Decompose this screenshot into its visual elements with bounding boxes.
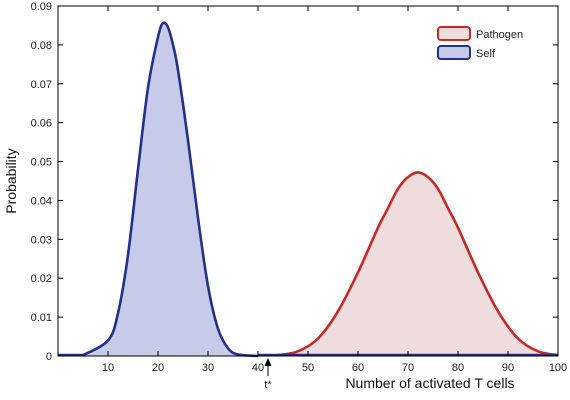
t-star-arrowhead xyxy=(264,358,272,366)
x-tick-label: 10 xyxy=(102,362,114,374)
pathogen-legend-swatch xyxy=(437,26,471,41)
self-area xyxy=(83,22,258,357)
axes: 10 20 30 40 50 60 70 80 90 100 0 0.01 0.02 0.03 0.04 0.… xyxy=(31,1,568,391)
pathogen-curve xyxy=(277,171,559,357)
self-legend-swatch xyxy=(437,45,471,60)
x-tick-label: 40 xyxy=(252,362,264,374)
y-tick-label: 0.08 xyxy=(31,40,52,52)
self-curve xyxy=(82,21,259,358)
y-tick-label: 0.06 xyxy=(31,118,52,130)
legend: Pathogen Self xyxy=(437,26,523,60)
y-tick-label: 0.03 xyxy=(31,234,52,246)
y-tick-label: 0 xyxy=(46,351,52,363)
y-tick-label: 0.02 xyxy=(31,273,52,285)
y-tick-label: 0.04 xyxy=(31,195,52,207)
self-legend-label: Self xyxy=(476,48,496,60)
pathogen-legend-label: Pathogen xyxy=(476,29,523,41)
x-tick-label: 80 xyxy=(452,362,464,374)
x-tick-label: 30 xyxy=(202,362,214,374)
t-star-label: t* xyxy=(264,379,272,391)
pathogen-area xyxy=(278,172,558,356)
x-tick-label: 100 xyxy=(549,362,567,374)
x-tick-label: 60 xyxy=(352,362,364,374)
y-tick-label: 0.01 xyxy=(31,312,52,324)
x-axis-title: Number of activated T cells xyxy=(345,375,514,391)
y-axis-title: Probability xyxy=(3,148,19,213)
y-tick-label: 0.07 xyxy=(31,79,52,91)
x-tick-label: 90 xyxy=(502,362,514,374)
y-tick-label: 0.05 xyxy=(31,157,52,169)
plot-area xyxy=(58,21,559,358)
y-tick-label: 0.09 xyxy=(31,1,52,13)
x-tick-label: 50 xyxy=(302,362,314,374)
x-tick-label: 20 xyxy=(152,362,164,374)
x-tick-label: 70 xyxy=(402,362,414,374)
